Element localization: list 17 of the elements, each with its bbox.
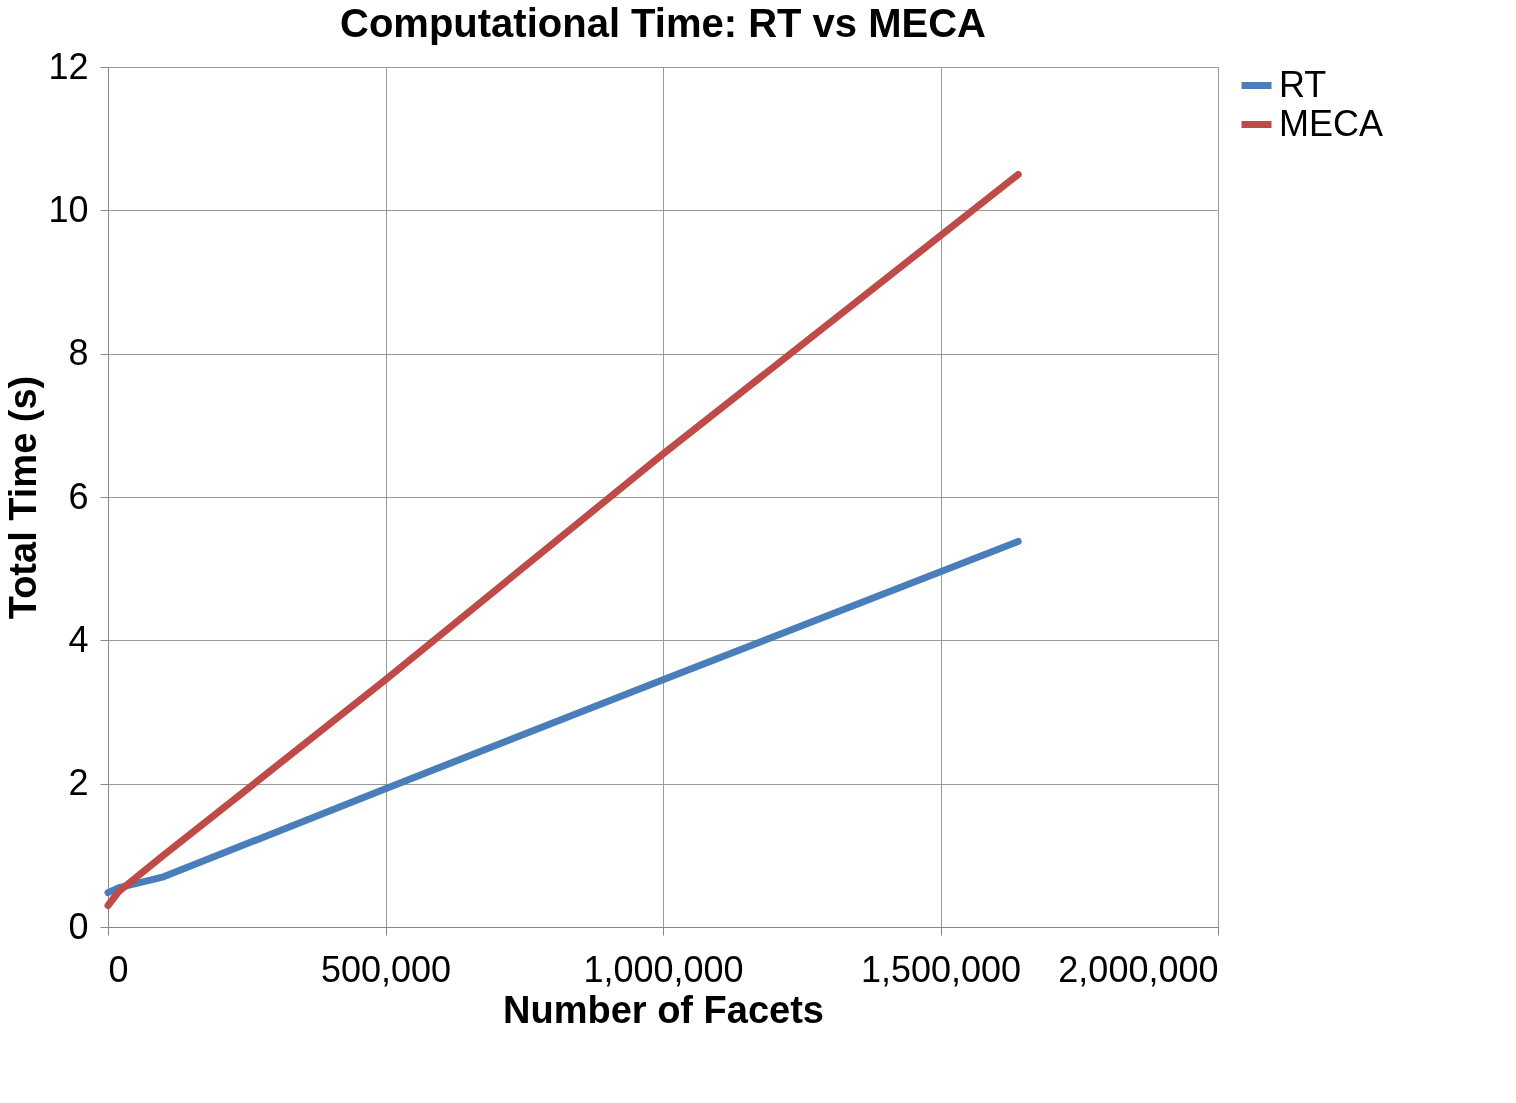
y-tick-label: 2: [68, 762, 89, 804]
y-tick-label: 6: [68, 475, 89, 517]
legend-label: RT: [1279, 63, 1327, 105]
x-tick-label: 1,500,000: [860, 948, 1022, 990]
y-tick-label: 10: [48, 188, 89, 230]
y-tick-label: 12: [48, 45, 89, 87]
legend-label: MECA: [1279, 102, 1384, 144]
y-tick-label: 0: [68, 905, 89, 947]
x-tick-label: 1,000,000: [583, 948, 744, 990]
y-axis-title: Total Time (s): [2, 375, 45, 620]
x-axis-title: Number of Facets: [503, 988, 824, 1031]
y-tick-label: 4: [68, 618, 89, 660]
y-tick-label: 8: [68, 332, 89, 374]
x-tick-label: 500,000: [320, 948, 452, 990]
x-tick-label: 0: [108, 948, 129, 990]
chart-title: Computational Time: RT vs MECA: [340, 1, 986, 45]
x-tick-label: 2,000,000: [1058, 948, 1219, 990]
